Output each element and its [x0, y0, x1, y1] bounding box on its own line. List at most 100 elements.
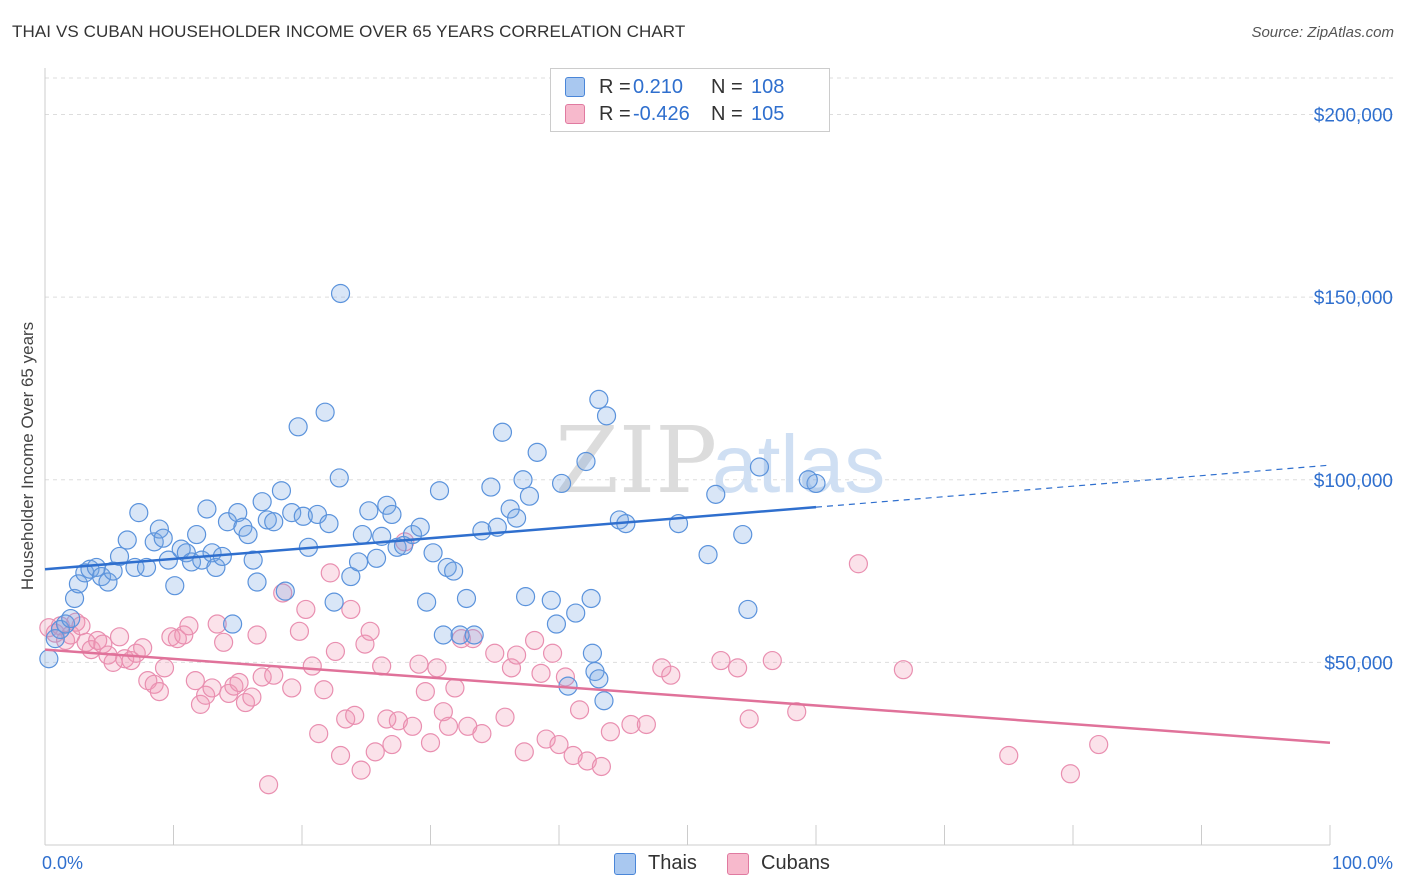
y-tick-label: $150,000	[1314, 288, 1393, 309]
gridlines	[45, 77, 1395, 663]
thai-point	[129, 503, 149, 523]
n-value: 108	[751, 75, 785, 98]
cuban-point	[149, 681, 169, 702]
thai-point	[324, 592, 344, 612]
cuban-point	[247, 625, 267, 645]
cuban-point	[207, 614, 227, 634]
thai-point	[98, 572, 118, 592]
cuban-point	[179, 616, 199, 636]
thai-point	[410, 517, 430, 537]
thai-point	[153, 528, 173, 548]
cuban-point	[636, 714, 656, 735]
cuban-point	[296, 599, 316, 620]
thai-point	[546, 614, 567, 634]
thai-point	[437, 557, 457, 578]
thai-point	[264, 512, 284, 532]
thai-point	[288, 417, 308, 437]
thai-point	[39, 649, 59, 669]
watermark-zip: ZIP	[555, 407, 717, 514]
legend-item-thais[interactable]: Thais	[614, 852, 697, 875]
thai-point	[464, 625, 484, 645]
thai-point	[197, 499, 217, 519]
cuban-point	[433, 702, 453, 722]
x-tick-label: 100.0%	[1332, 853, 1393, 873]
thai-point	[589, 389, 609, 410]
watermark-atlas: atlas	[712, 419, 885, 510]
cubans-series	[39, 532, 1109, 795]
thai-point	[293, 506, 313, 526]
trend-lines	[44, 464, 1331, 744]
thai-point	[698, 545, 718, 565]
cuban-point	[711, 650, 731, 671]
cuban-point	[893, 660, 913, 680]
thai-point	[738, 599, 758, 620]
r-value: -0.426	[633, 102, 690, 125]
thai-point	[798, 470, 818, 490]
thai-trend-line	[44, 505, 817, 571]
cuban-point	[388, 711, 408, 731]
thai-point	[187, 524, 207, 545]
cuban-point	[133, 638, 153, 658]
n-label: N =	[711, 102, 743, 125]
cuban-point	[762, 650, 782, 671]
thai-point	[377, 495, 397, 515]
thai-point	[319, 513, 339, 534]
thai-point	[352, 524, 372, 545]
cuban-point	[154, 658, 175, 678]
thai-point	[492, 422, 513, 442]
thai-point	[527, 442, 547, 462]
r-label: R =	[599, 102, 631, 125]
thai-point	[576, 451, 596, 472]
cuban-point	[325, 641, 346, 662]
legend-item-cubans[interactable]: Cubans	[727, 852, 830, 875]
cuban-point	[591, 756, 612, 777]
r-value: 0.210	[633, 75, 684, 98]
cuban-point	[330, 745, 351, 766]
cuban-point	[415, 681, 435, 702]
thai-point	[366, 548, 387, 568]
thai-point	[238, 524, 258, 545]
thai-point	[243, 550, 263, 570]
thai-point	[68, 574, 89, 594]
thai-point	[275, 581, 295, 601]
thai-point	[329, 468, 349, 488]
cuban-point	[167, 629, 187, 649]
thai-point	[45, 629, 65, 649]
cuban-point	[341, 599, 361, 620]
cuban-point	[264, 665, 284, 685]
x-tick-label: 0.0%	[42, 853, 83, 873]
cuban-point	[739, 709, 759, 729]
thai-point	[228, 503, 248, 523]
tick-labels: $50,000 $100,000 $150,000 $200,000 0.0% 100.0…	[42, 106, 1393, 873]
thai-point	[450, 625, 470, 645]
source-label: Source: ZipAtlas.com	[1251, 24, 1394, 41]
legend-label-cubans: Cubans	[761, 852, 830, 874]
thai-point	[206, 557, 226, 578]
thai-point	[541, 590, 561, 610]
n-value: 105	[751, 102, 785, 125]
thai-point	[551, 473, 572, 494]
cuban-point	[214, 632, 234, 652]
cuban-point	[848, 554, 869, 574]
cuban-point	[351, 760, 371, 780]
thai-point	[433, 625, 453, 645]
thai-point	[136, 557, 157, 578]
cuban-point	[409, 654, 429, 674]
cuban-point	[402, 716, 423, 736]
thai-point	[513, 470, 533, 490]
thai-point	[444, 561, 464, 581]
cuban-point	[506, 645, 527, 665]
cuban-point	[563, 745, 583, 766]
cuban-point	[355, 634, 375, 654]
thai-point	[456, 588, 477, 609]
cuban-point	[1089, 734, 1109, 755]
legend-swatch-cubans	[727, 852, 749, 875]
r-label: R =	[599, 75, 631, 98]
thai-point	[109, 546, 130, 567]
thai-point	[223, 614, 243, 634]
cuban-point	[485, 643, 505, 663]
thai-point	[596, 406, 617, 426]
cuban-point	[382, 734, 402, 755]
chart-title: THAI VS CUBAN HOUSEHOLDER INCOME OVER 65…	[12, 22, 686, 41]
cuban-point	[501, 658, 522, 678]
